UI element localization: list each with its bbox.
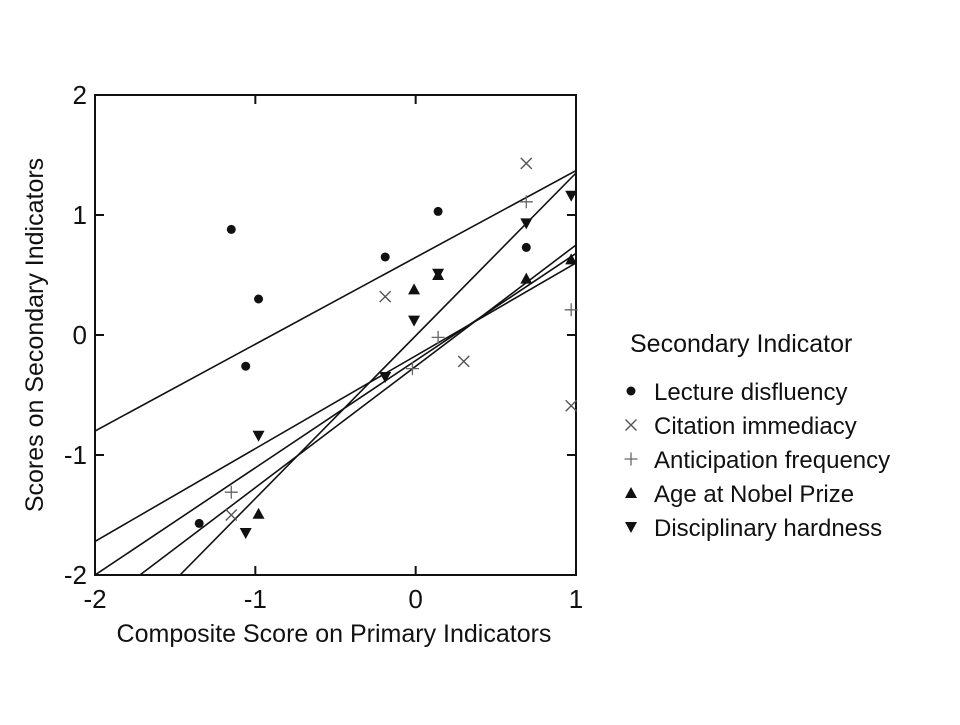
legend-label-lecture-disfluency: Lecture disfluency <box>654 379 847 406</box>
data-markers <box>194 157 578 539</box>
legend-items: Lecture disfluency Citation immediacy Anti… <box>624 379 890 542</box>
legend-label-disciplinary-hardness: Disciplinary hardness <box>654 515 882 542</box>
point-disciplinary-hardness <box>379 372 392 383</box>
legend-marker-citation-immediacy <box>625 419 637 431</box>
point-anticipation-frequency <box>564 303 578 317</box>
axis-ticks: -2 -1 0 1 2 1 0 -1 -2 <box>64 80 583 614</box>
plot-frame <box>94 94 577 576</box>
fit-line-age-at-nobel-prize <box>139 244 576 575</box>
point-disciplinary-hardness <box>239 528 252 539</box>
point-lecture-disfluency <box>194 518 204 528</box>
fit-line-anticipation-frequency <box>95 252 576 575</box>
x-tick-label: 1 <box>569 584 583 614</box>
point-lecture-disfluency <box>241 361 251 371</box>
y-tick-label: 0 <box>73 320 87 350</box>
point-disciplinary-hardness <box>432 268 445 280</box>
point-citation-immediacy <box>520 157 533 170</box>
legend-marker-lecture-disfluency <box>626 386 636 396</box>
legend-label-citation-immediacy: Citation immediacy <box>654 413 857 440</box>
point-disciplinary-hardness <box>565 190 578 202</box>
point-citation-immediacy <box>457 355 470 368</box>
y-tick-label: -2 <box>64 560 87 590</box>
legend-label-anticipation-frequency: Anticipation frequency <box>654 447 890 474</box>
fit-line-citation-immediacy <box>95 262 576 543</box>
point-citation-immediacy <box>379 290 392 303</box>
x-tick-label: -2 <box>83 584 106 614</box>
point-disciplinary-hardness <box>408 315 421 327</box>
fit-line-disciplinary-hardness <box>179 172 576 575</box>
point-anticipation-frequency <box>519 195 533 209</box>
point-disciplinary-hardness <box>252 430 265 442</box>
point-disciplinary-hardness <box>520 218 533 230</box>
y-tick-label: -1 <box>64 440 87 470</box>
legend-marker-anticipation-frequency <box>624 452 638 466</box>
legend-marker-disciplinary-hardness <box>625 522 637 533</box>
point-anticipation-frequency <box>405 362 419 376</box>
y-tick-label: 2 <box>73 80 87 110</box>
fit-lines <box>95 169 576 575</box>
point-lecture-disfluency <box>380 252 390 262</box>
y-tick-label: 1 <box>73 200 87 230</box>
legend-title: Secondary Indicator <box>630 330 852 358</box>
point-citation-immediacy <box>225 509 238 521</box>
y-axis-label: Scores on Secondary Indicators <box>21 158 49 512</box>
point-anticipation-frequency <box>431 330 445 344</box>
fit-line-lecture-disfluency <box>95 169 576 432</box>
point-citation-immediacy <box>565 399 578 412</box>
point-lecture-disfluency <box>433 206 443 216</box>
point-lecture-disfluency <box>521 242 531 252</box>
point-age-at-nobel-prize <box>252 507 265 519</box>
legend-label-age-at-nobel-prize: Age at Nobel Prize <box>654 481 854 508</box>
point-age-at-nobel-prize <box>408 283 421 295</box>
point-age-at-nobel-prize <box>520 272 533 284</box>
x-tick-label: -1 <box>244 584 267 614</box>
legend-marker-age-at-nobel-prize <box>625 487 637 498</box>
point-lecture-disfluency <box>254 294 264 304</box>
point-age-at-nobel-prize <box>565 253 578 265</box>
legend: Secondary Indicator Lecture disfluency Ci… <box>624 330 890 542</box>
x-axis-label: Composite Score on Primary Indicators <box>117 620 552 648</box>
point-anticipation-frequency <box>224 485 238 499</box>
point-lecture-disfluency <box>226 224 236 234</box>
x-tick-label: 0 <box>408 584 422 614</box>
